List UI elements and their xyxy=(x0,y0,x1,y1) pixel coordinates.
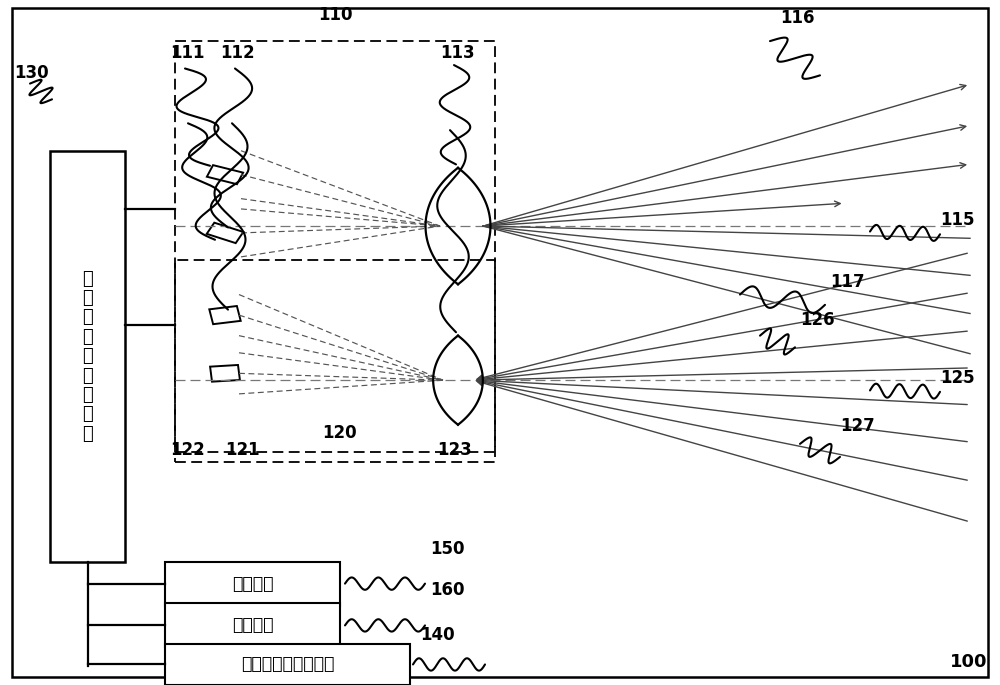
Text: 130: 130 xyxy=(14,64,49,82)
Text: 121: 121 xyxy=(225,441,260,459)
Text: 112: 112 xyxy=(220,44,255,62)
Text: 100: 100 xyxy=(950,653,988,671)
Text: 110: 110 xyxy=(318,6,352,24)
Bar xyxy=(175,260,495,462)
Bar xyxy=(165,562,340,606)
Text: 160: 160 xyxy=(430,582,464,599)
Text: 电机及电机驱动模块: 电机及电机驱动模块 xyxy=(241,656,334,673)
Text: 140: 140 xyxy=(420,626,455,644)
Bar xyxy=(165,644,410,685)
Bar xyxy=(175,41,495,452)
Text: 117: 117 xyxy=(830,273,865,291)
Text: 116: 116 xyxy=(780,10,814,27)
Text: 供电模块: 供电模块 xyxy=(232,575,273,593)
Text: 113: 113 xyxy=(440,44,475,62)
Text: 150: 150 xyxy=(430,540,464,558)
Text: 111: 111 xyxy=(170,44,205,62)
Bar xyxy=(165,603,340,647)
Text: 控
制
及
信
号
处
理
单
元: 控 制 及 信 号 处 理 单 元 xyxy=(82,270,93,443)
Bar xyxy=(207,223,243,243)
Bar xyxy=(210,365,240,382)
Text: 115: 115 xyxy=(940,212,974,229)
Text: 120: 120 xyxy=(323,424,357,442)
Bar xyxy=(209,306,241,324)
Text: 125: 125 xyxy=(940,369,975,387)
Text: 122: 122 xyxy=(170,441,205,459)
Bar xyxy=(207,165,243,184)
Bar xyxy=(50,151,125,562)
Text: 123: 123 xyxy=(437,441,472,459)
Text: 126: 126 xyxy=(800,311,835,329)
Text: 127: 127 xyxy=(840,417,875,435)
Text: 通信模块: 通信模块 xyxy=(232,616,273,634)
